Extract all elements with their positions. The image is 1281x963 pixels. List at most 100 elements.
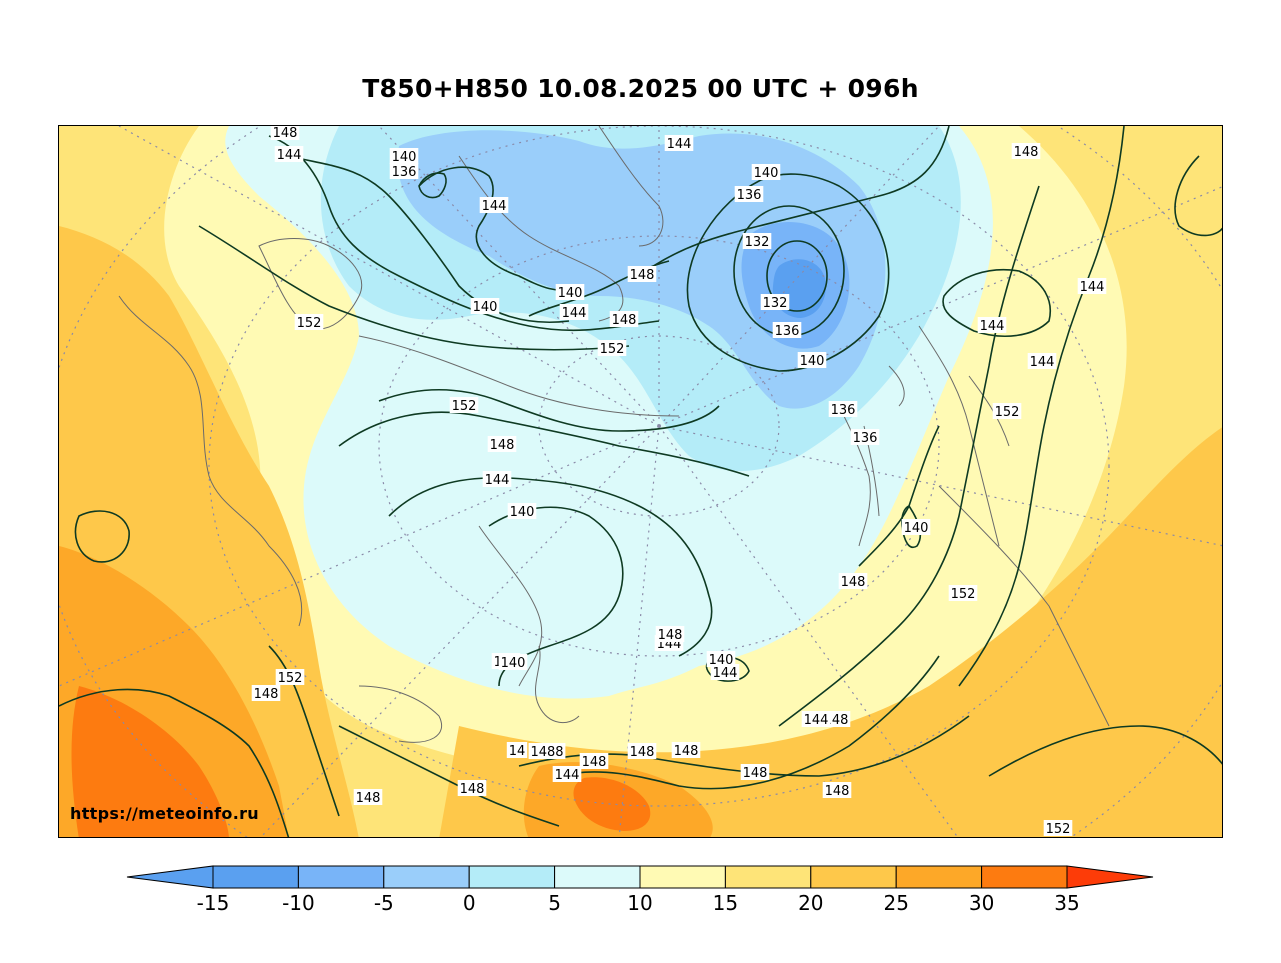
graticule-latitude-circle xyxy=(208,126,1110,807)
coastline-scandinavia xyxy=(258,238,363,330)
contour-label: 152 xyxy=(294,314,324,331)
contour-label-background xyxy=(528,743,566,759)
colorbar-tick-label: 5 xyxy=(548,891,561,915)
contour-label-text: 132 xyxy=(745,235,770,250)
contour-label-text: 148 xyxy=(490,438,515,453)
contour-line-144 xyxy=(388,476,713,657)
contour-label: 144 xyxy=(559,304,589,321)
colorbar-tick-label: 15 xyxy=(713,891,738,915)
contour-label-background xyxy=(559,304,589,320)
contour-label-background xyxy=(655,626,685,642)
fill-east-yellow-region xyxy=(1119,126,1222,426)
contour-label-text: 144 xyxy=(980,319,1005,334)
contour-line-148 xyxy=(778,185,1040,727)
contour-line-148 xyxy=(59,688,290,837)
contour-label-background xyxy=(828,401,858,417)
contour-label-text: 132 xyxy=(763,296,788,311)
contour-label: 148 xyxy=(457,780,487,797)
contour-label-background xyxy=(1011,143,1041,159)
map-title: T850+H850 10.08.2025 00 UTC + 096h xyxy=(362,74,919,103)
contour-label-text: 144 xyxy=(482,199,507,214)
contour-label-background xyxy=(751,164,781,180)
contour-label: 140 xyxy=(507,503,537,520)
contour-line-152 xyxy=(74,510,130,563)
contour-label-text: 140 xyxy=(904,521,929,536)
contour-label-text: 144 xyxy=(277,148,302,163)
colorbar-bin xyxy=(212,865,299,889)
graticule-meridian xyxy=(658,186,1222,427)
contour-line-148 xyxy=(338,411,750,477)
contour-label-background xyxy=(710,664,740,680)
contour-label-text: 148 xyxy=(582,755,607,770)
contour-label: 140 xyxy=(498,654,528,671)
contour-label-text: 148 xyxy=(658,628,683,643)
colorbar-tick-label: -15 xyxy=(197,891,230,915)
contour-label-text: 152 xyxy=(995,405,1020,420)
fill-orange-southeast-region xyxy=(439,427,1222,837)
contour-label: 152 xyxy=(597,340,627,357)
contour-label-text: 140 xyxy=(558,286,583,301)
colorbar-bin xyxy=(895,865,983,889)
contour-label-background xyxy=(389,163,419,179)
contour-label-text: 140 xyxy=(392,150,417,165)
contour-label: 148 xyxy=(251,685,281,702)
contour-label-background xyxy=(850,429,880,445)
graticule-meridian xyxy=(260,425,660,837)
contour-label-text: 148 xyxy=(254,687,279,702)
contour-label-background xyxy=(627,743,657,759)
contour-line-152 xyxy=(958,126,1125,687)
fill-hot-central-asia-region xyxy=(573,777,651,831)
contour-label-background xyxy=(579,753,609,769)
contour-label-background xyxy=(822,782,852,798)
colorbar-bin xyxy=(981,865,1068,889)
colorbar-bin xyxy=(297,865,385,889)
contour-label-text: 144 xyxy=(713,666,738,681)
contour-label: 144 xyxy=(801,711,831,728)
colorbar-extend-low xyxy=(126,865,214,889)
contour-line-152 xyxy=(268,645,340,817)
contour-label-text: 148 xyxy=(630,268,655,283)
contour-label-text: 136 xyxy=(775,324,800,339)
contour-label-text: 144 xyxy=(562,306,587,321)
contour-label-text: 148 xyxy=(273,126,298,141)
colorbar-tick-label: 20 xyxy=(798,891,823,915)
contour-label-text: 136 xyxy=(737,188,762,203)
contour-label-text: 152 xyxy=(297,316,322,331)
graticule-latitude-circle xyxy=(538,335,780,517)
colorbar-bin xyxy=(383,865,470,889)
contour-label-text: 14 xyxy=(509,744,526,759)
contour-label: 136 xyxy=(772,322,802,339)
contour-label: 148 xyxy=(655,626,685,643)
contour-label-background xyxy=(664,135,694,151)
contour-label: 144 xyxy=(1027,353,1057,370)
contour-label: 140 xyxy=(797,352,827,369)
graticule-latitude-circle xyxy=(378,235,940,657)
contour-label-text: 152 xyxy=(600,342,625,357)
contour-label: 152 xyxy=(992,403,1022,420)
contour-label-background xyxy=(294,314,324,330)
contour-label-background xyxy=(251,685,281,701)
colorbar-tick-label: 35 xyxy=(1054,891,1079,915)
colorbar-tick-label: 30 xyxy=(969,891,994,915)
contour-label: 148 xyxy=(270,126,300,141)
contour-label-text: 152 xyxy=(1046,822,1071,837)
site-credit: https://meteoinfo.ru xyxy=(70,804,259,823)
contour-label-background xyxy=(555,284,585,300)
contour-label: 148 xyxy=(1011,143,1041,160)
contour-label: 144 xyxy=(1077,278,1107,295)
contour-line-140 xyxy=(488,506,624,687)
contour-label-background xyxy=(507,503,537,519)
contour-label-background xyxy=(552,766,582,782)
contour-label-text: 144 xyxy=(1080,280,1105,295)
temperature-colorbar: -15 -10 -5 0 5 10 15 20 25 30 35 xyxy=(126,865,1154,915)
coastline-hudson-bay xyxy=(478,525,543,687)
contour-label: 140 xyxy=(751,164,781,181)
coastline-russia-arctic xyxy=(358,335,680,417)
contour-line-140 xyxy=(418,166,580,291)
contour-label-background xyxy=(838,573,868,589)
contour-label-text: 140 xyxy=(754,166,779,181)
contour-label-text: 148 xyxy=(630,745,655,760)
temperature-fill xyxy=(59,126,1222,837)
contour-label-text: 144 xyxy=(485,473,510,488)
